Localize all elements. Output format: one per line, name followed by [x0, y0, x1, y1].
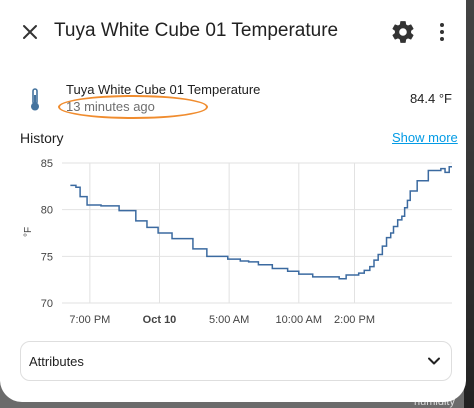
- temperature-series-line: [70, 165, 452, 280]
- annotation-ellipse: [58, 95, 208, 119]
- x-tick-label: Oct 10: [143, 314, 177, 326]
- y-tick-label: 80: [41, 205, 53, 217]
- y-tick-label: 70: [41, 298, 53, 310]
- attributes-expander[interactable]: Attributes: [20, 341, 452, 381]
- entity-state: 84.4 °F: [409, 91, 452, 106]
- x-tick-label: 2:00 PM: [334, 314, 375, 326]
- more-info-dialog: Tuya White Cube 01 Temperature Tuya Whit…: [0, 0, 466, 402]
- gear-icon: [392, 21, 414, 43]
- close-button[interactable]: [16, 18, 44, 46]
- show-more-link[interactable]: Show more: [392, 130, 458, 145]
- background-panel: [464, 0, 474, 408]
- more-options-button[interactable]: [430, 19, 454, 45]
- history-title: History: [20, 130, 64, 146]
- y-tick-label: 85: [41, 158, 53, 170]
- x-tick-label: 10:00 AM: [276, 314, 322, 326]
- close-icon: [23, 25, 37, 39]
- more-vertical-icon: [440, 23, 444, 41]
- entity-row: Tuya White Cube 01 Temperature 13 minute…: [0, 72, 466, 122]
- attributes-label: Attributes: [29, 354, 84, 369]
- dialog-title: Tuya White Cube 01 Temperature: [54, 20, 339, 41]
- y-axis-label: °F: [23, 227, 34, 237]
- dialog-header: Tuya White Cube 01 Temperature: [0, 0, 466, 64]
- y-tick-label: 75: [41, 251, 53, 263]
- history-chart[interactable]: 70 75 80 85 7:00 PM Oct 10 5:00 AM 10:00 AM 2:00…: [0, 150, 466, 332]
- chevron-down-icon: [428, 357, 440, 365]
- entity-name: Tuya White Cube 01 Temperature: [66, 82, 261, 97]
- thermometer-icon: [31, 88, 39, 111]
- settings-button[interactable]: [390, 19, 416, 45]
- x-tick-label: 7:00 PM: [69, 314, 110, 326]
- x-tick-label: 5:00 AM: [209, 314, 249, 326]
- history-chart-svg: 70 75 80 85 7:00 PM Oct 10 5:00 AM 10:00 AM 2:00…: [23, 158, 452, 326]
